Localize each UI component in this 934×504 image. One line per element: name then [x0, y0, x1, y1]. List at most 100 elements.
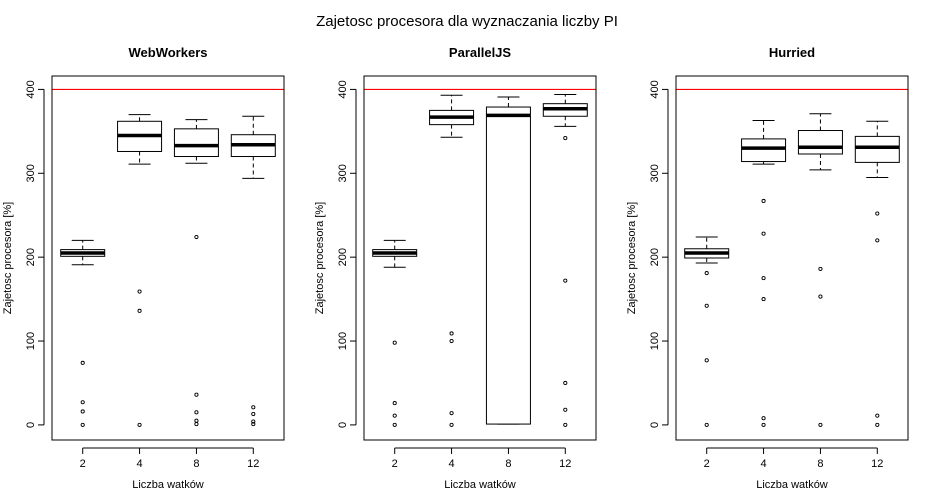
boxplot-panel-3: Hurried 0 100 200 300 400 2 4 8 12 Liczba watków Za…: [626, 45, 909, 491]
outlier-point: [875, 413, 880, 418]
outlier-point: [392, 422, 397, 427]
x-tick-label: 8: [193, 458, 199, 470]
outlier-point: [761, 231, 766, 236]
y-axis-label: Zajetosc procesora [%]: [2, 202, 14, 315]
outlier-point: [563, 380, 568, 386]
outlier-point: [80, 422, 85, 427]
box-8: [485, 96, 531, 425]
outlier-point: [449, 331, 454, 336]
x-tick-label: 2: [704, 458, 710, 470]
outlier-point: [875, 238, 880, 243]
y-tick-label: 300: [649, 164, 661, 182]
x-tick-label: 4: [449, 458, 455, 470]
outlier-point: [251, 405, 256, 410]
outlier-point: [704, 303, 709, 308]
x-axis-label: Liczba watków: [132, 479, 204, 491]
outlier-point: [251, 411, 256, 417]
plot-frame: [51, 75, 285, 441]
y-tick-label: 300: [25, 164, 37, 182]
outlier-point: [818, 422, 823, 427]
x-tick-label: 12: [559, 458, 571, 470]
y-tick-label: 200: [337, 248, 349, 266]
outlier-point: [563, 422, 568, 427]
box-iqr: [173, 128, 219, 158]
y-tick-label: 100: [649, 332, 661, 350]
outlier-point: [761, 297, 766, 302]
y-tick-label: 0: [649, 422, 661, 428]
outlier-point: [194, 418, 199, 423]
outlier-point: [137, 289, 142, 294]
outlier-point: [875, 422, 880, 427]
box-8: [797, 113, 843, 427]
outlier-point: [80, 409, 85, 414]
y-tick-label: 400: [25, 80, 37, 98]
x-tick-label: 12: [871, 458, 883, 470]
y-tick-label: 100: [25, 332, 37, 350]
outlier-point: [704, 271, 709, 276]
box-iqr: [797, 130, 843, 155]
y-tick-label: 300: [337, 164, 349, 182]
outlier-point: [761, 422, 766, 427]
plot-frame: [363, 75, 597, 441]
outlier-point: [875, 211, 880, 216]
x-axis-label: Liczba watków: [756, 479, 828, 491]
box-2: [372, 239, 418, 427]
outlier-point: [194, 422, 199, 427]
outlier-point: [251, 419, 256, 424]
plot-frame: [675, 75, 909, 441]
outlier-point: [563, 278, 568, 283]
outlier-point: [251, 422, 256, 427]
outlier-point: [818, 266, 823, 271]
y-tick-label: 200: [25, 248, 37, 266]
outlier-point: [449, 422, 454, 427]
outlier-point: [761, 198, 766, 204]
outlier-point: [392, 413, 397, 418]
panel-title: Hurried: [769, 45, 815, 60]
outlier-point: [761, 276, 766, 281]
x-tick-label: 2: [392, 458, 398, 470]
box-12: [542, 93, 588, 427]
outlier-point: [194, 234, 199, 240]
outlier-point: [818, 294, 823, 299]
boxplot-panel-1: WebWorkers 0 100 200 300 400 2 4 8 12 Liczba watkó…: [2, 45, 285, 491]
outlier-point: [563, 407, 568, 412]
x-axis-label: Liczba watków: [444, 479, 516, 491]
outlier-point: [392, 401, 397, 406]
box-4: [741, 119, 787, 427]
y-tick-label: 200: [649, 248, 661, 266]
box-4: [117, 114, 163, 427]
figure-title: Zajetosc procesora dla wyznaczania liczb…: [316, 13, 618, 30]
x-tick-label: 12: [247, 458, 259, 470]
y-tick-label: 400: [649, 80, 661, 98]
boxplot-panel-2: ParallelJS 0 100 200 300 400 2 4 8 12 Liczba watkó…: [314, 45, 597, 491]
outlier-point: [704, 358, 709, 363]
outlier-point: [449, 338, 454, 344]
y-tick-label: 100: [337, 332, 349, 350]
outlier-point: [194, 410, 199, 415]
box-2: [60, 239, 106, 427]
box-2: [684, 236, 730, 427]
panel-title: ParallelJS: [449, 45, 511, 60]
outlier-point: [392, 340, 397, 345]
y-axis-label: Zajetosc procesora [%]: [314, 202, 326, 315]
box-iqr: [741, 138, 787, 163]
outlier-point: [137, 422, 142, 427]
outlier-point: [704, 422, 709, 427]
outlier-point: [449, 411, 454, 416]
box-12: [230, 115, 276, 427]
x-tick-label: 8: [505, 458, 511, 470]
outlier-point: [80, 400, 85, 405]
y-tick-label: 0: [25, 422, 37, 428]
outlier-point: [563, 136, 568, 141]
panel-title: WebWorkers: [129, 45, 208, 60]
box-4: [429, 94, 475, 427]
outlier-point: [137, 308, 142, 313]
outlier-point: [761, 416, 766, 421]
x-tick-label: 8: [817, 458, 823, 470]
y-axis-label: Zajetosc procesora [%]: [626, 202, 638, 315]
outlier-point: [194, 392, 199, 397]
box-8: [173, 119, 219, 427]
x-tick-label: 4: [137, 458, 143, 470]
box-iqr: [485, 106, 531, 425]
